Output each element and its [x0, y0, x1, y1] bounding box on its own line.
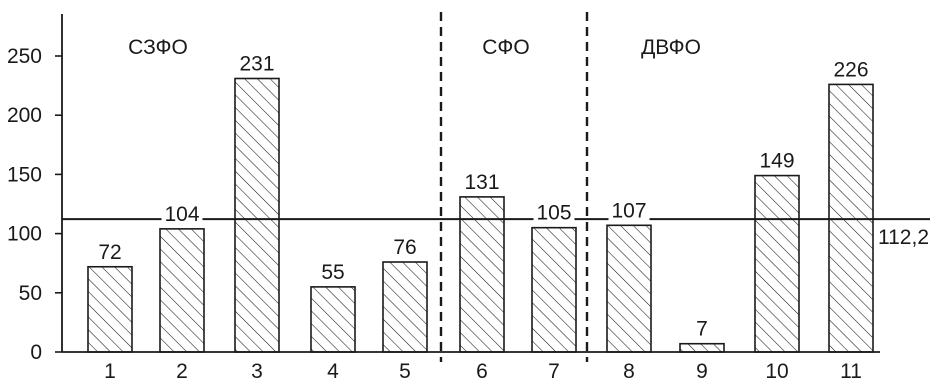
- data-label: 231: [239, 52, 274, 75]
- x-tick-label: 3: [251, 360, 263, 383]
- data-label: 105: [536, 202, 571, 225]
- y-tick-label: 50: [19, 282, 42, 305]
- bars-layer: [87, 77, 874, 353]
- bar-6: [459, 196, 505, 353]
- y-tick-label: 0: [30, 341, 42, 364]
- x-tick-label: 11: [840, 360, 862, 383]
- bar-7: [531, 226, 577, 353]
- bar-4: [310, 286, 356, 353]
- y-tick-label: 250: [7, 45, 42, 68]
- bar-3: [234, 77, 280, 353]
- reference-value-label: 112,2: [878, 226, 929, 249]
- reference-layer: [62, 12, 930, 362]
- group-label: ДВФО: [641, 36, 701, 59]
- bar-1: [87, 265, 133, 353]
- data-label: 104: [164, 203, 199, 226]
- x-tick-label: 7: [548, 360, 560, 383]
- y-tick-label: 150: [7, 163, 42, 186]
- bar-9: [679, 342, 725, 353]
- data-label: 107: [611, 199, 646, 222]
- bar-5: [382, 261, 428, 353]
- y-tick-label: 200: [7, 104, 42, 127]
- data-label: 55: [321, 261, 344, 284]
- x-tick-label: 6: [476, 360, 488, 383]
- x-tick-label: 4: [327, 360, 339, 383]
- data-label: 131: [464, 171, 499, 194]
- bar-10: [754, 174, 800, 353]
- x-tick-label: 5: [399, 360, 411, 383]
- data-label: 76: [393, 236, 416, 259]
- x-tick-label: 1: [104, 360, 116, 383]
- bar-2: [159, 228, 205, 353]
- data-label: 226: [833, 58, 868, 81]
- data-label: 149: [759, 150, 794, 173]
- x-tick-label: 9: [696, 360, 708, 383]
- group-label: СФО: [482, 36, 529, 59]
- x-tick-label: 10: [765, 360, 788, 383]
- x-tick-label: 2: [176, 360, 188, 383]
- labels-layer: 0 50 100 150 200 250 1 2 3 4 5 6 7 8 9 10 11 72 104 231 55 76…: [7, 36, 929, 383]
- data-label: 72: [98, 241, 121, 264]
- axis-layer: [55, 14, 880, 353]
- x-tick-label: 8: [623, 360, 635, 383]
- group-label: СЗФО: [128, 36, 188, 59]
- data-label: 7: [696, 318, 708, 341]
- bar-8: [606, 224, 652, 353]
- y-tick-label: 100: [7, 223, 42, 246]
